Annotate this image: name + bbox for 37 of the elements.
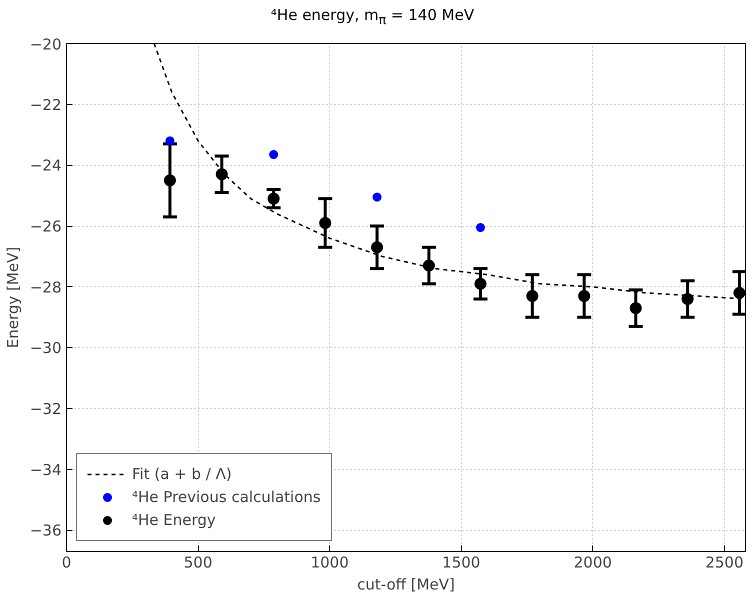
point: [372, 192, 382, 202]
point: [268, 192, 280, 205]
point: [371, 241, 384, 254]
point: [476, 223, 485, 232]
legend-label: ⁴He Energy: [132, 511, 216, 529]
legend-label: ⁴He Previous calculations: [132, 488, 321, 506]
y-tick-label: −36: [30, 522, 62, 540]
point: [526, 290, 538, 302]
point: [422, 260, 435, 272]
y-tick-label: −26: [30, 218, 62, 236]
x-tick-label: 1000: [310, 554, 349, 572]
point: [578, 290, 590, 302]
x-tick-label: 1500: [442, 554, 480, 572]
x-tick-label: 500: [184, 554, 212, 572]
point: [474, 278, 486, 290]
chart-title: ⁴He energy, m$_{π}$ = 140 MeV: [270, 5, 476, 29]
x-tick-label: 0: [62, 554, 72, 572]
point: [733, 286, 746, 299]
x-tick-label: 2000: [574, 554, 612, 572]
point: [165, 136, 174, 146]
legend-label: Fit (a + b / Λ): [132, 465, 232, 483]
point: [216, 168, 228, 180]
y-axis-title: Energy [MeV]: [4, 246, 22, 348]
y-tick-label: −32: [30, 400, 62, 418]
point: [269, 150, 278, 160]
x-tick-label: 2500: [705, 554, 744, 572]
y-tick-label: −20: [30, 36, 62, 54]
point: [164, 174, 176, 186]
x-axis-title: cut-off [MeV]: [357, 576, 455, 592]
point: [630, 302, 642, 314]
point: [682, 293, 694, 306]
y-tick-label: −24: [30, 156, 62, 175]
point: [319, 216, 332, 229]
y-tick-label: −22: [30, 96, 62, 114]
y-tick-label: −34: [30, 460, 62, 479]
y-tick-label: −28: [30, 278, 62, 296]
y-tick-label: −30: [30, 339, 62, 358]
